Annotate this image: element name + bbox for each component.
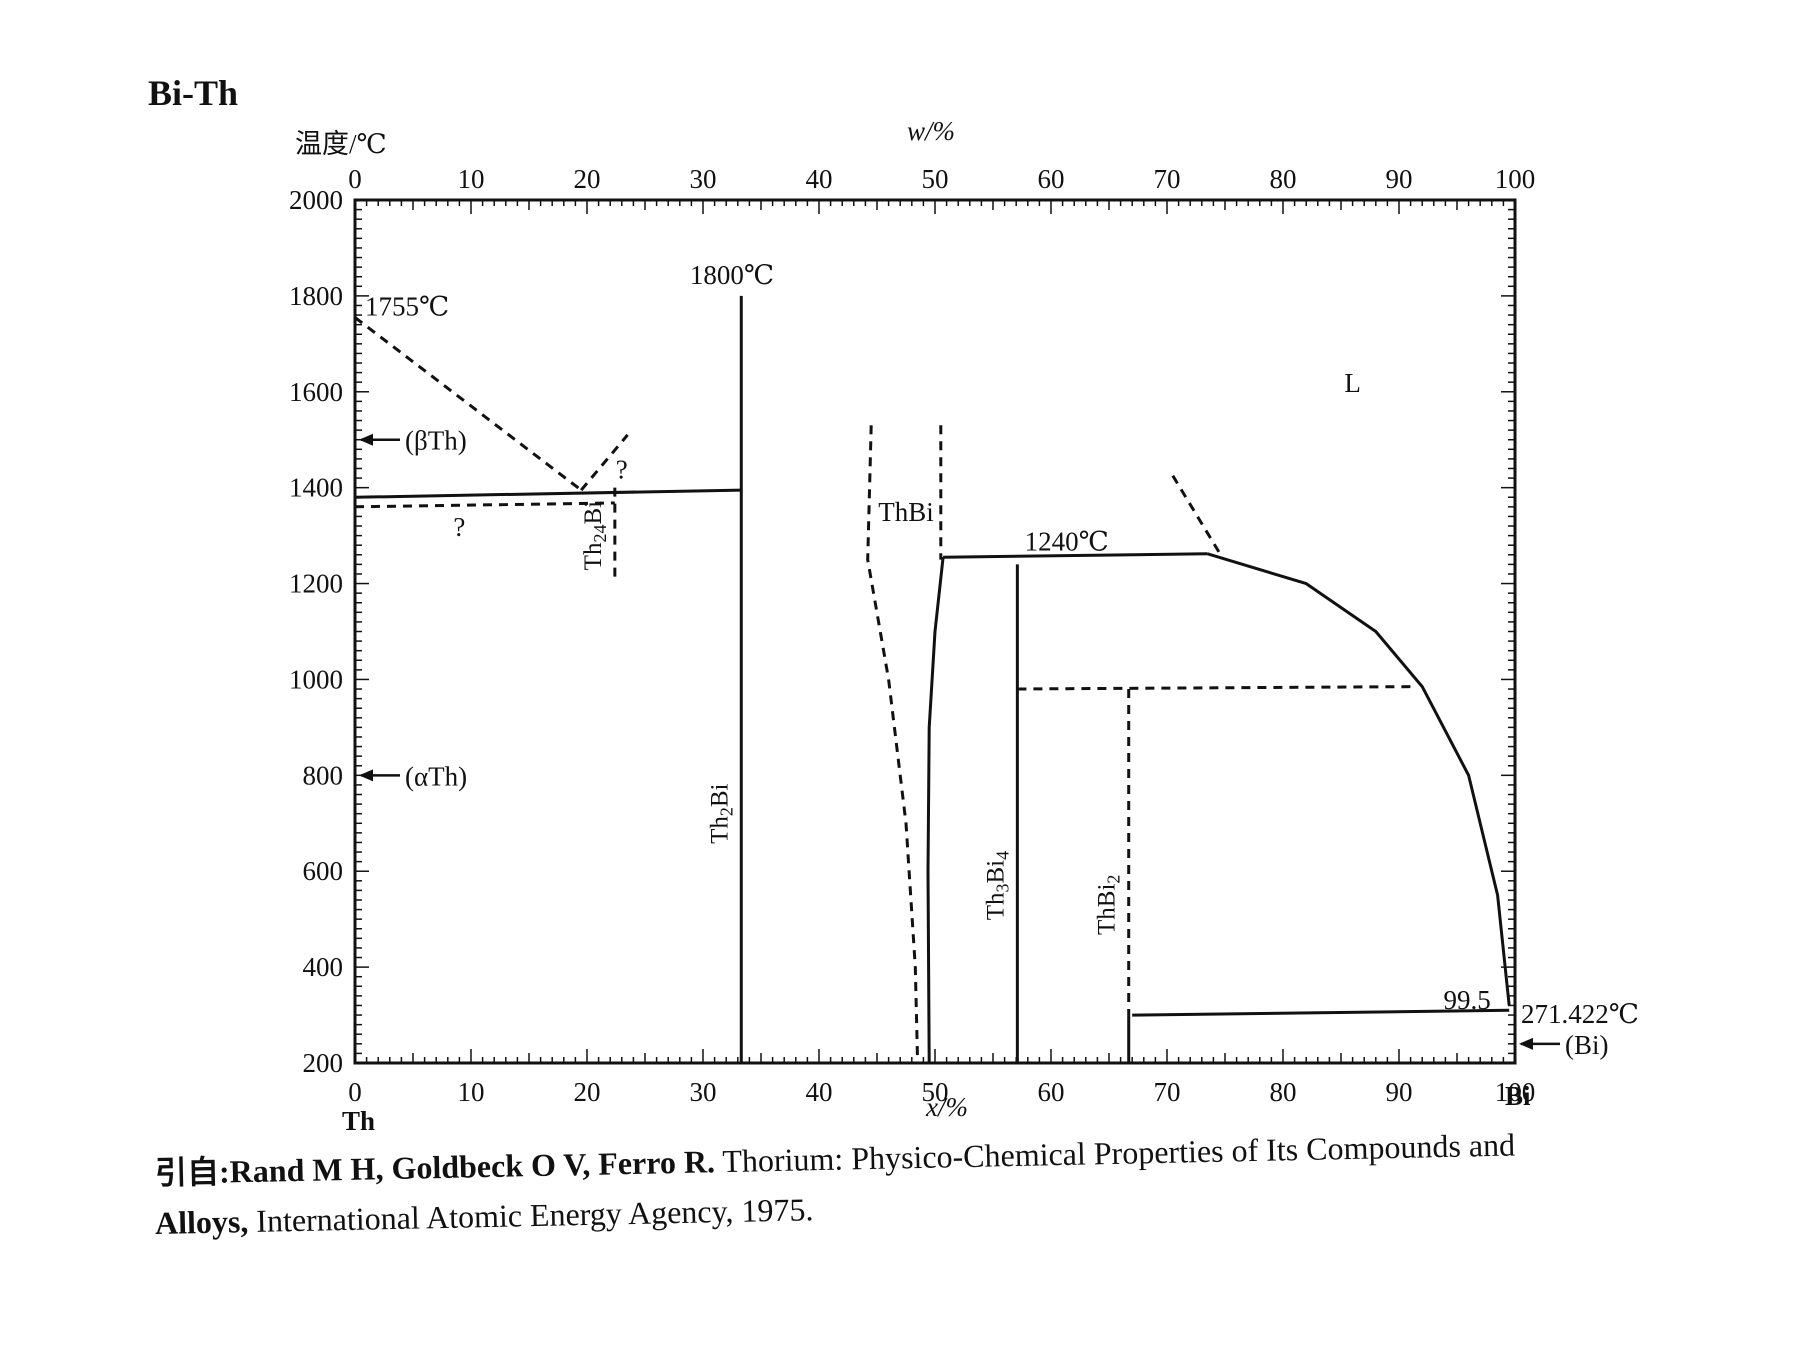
page-title: Bi-Th <box>148 73 239 113</box>
x2-tick-label: 40 <box>806 164 833 194</box>
compound-label-part: Th <box>1094 907 1121 935</box>
compound-label-part: 2 <box>716 807 736 816</box>
x2-tick-label: 90 <box>1386 164 1413 194</box>
x-tick-label: 20 <box>574 1077 601 1107</box>
y-tick-label: 1800 <box>289 281 343 311</box>
compound-label-part: 2 <box>1104 875 1124 884</box>
arrow-head <box>1519 1037 1533 1050</box>
boundary-line <box>580 433 629 492</box>
boundary-line <box>1017 685 1417 691</box>
compound-label: Th2Bi <box>706 783 736 843</box>
top-axis-title: w/% <box>907 116 955 146</box>
boundary-line <box>866 425 920 1064</box>
y-tick-label: 1000 <box>289 664 343 694</box>
arrow-head <box>359 433 373 446</box>
x2-tick-label: 20 <box>574 164 601 194</box>
compound-label-part: Bi <box>1094 884 1121 908</box>
x2-tick-label: 60 <box>1038 164 1065 194</box>
citation-authors: Rand M H, Goldbeck O V, Ferro R. <box>229 1143 716 1190</box>
y-tick-label: 1400 <box>289 473 343 503</box>
annotation: (βTh) <box>405 426 467 456</box>
annotation: ? <box>453 512 465 542</box>
x-tick-label: 0 <box>348 1077 362 1107</box>
x2-tick-label: 80 <box>1270 164 1297 194</box>
citation-bold-2: Alloys, <box>154 1203 249 1241</box>
y-tick-label: 2000 <box>289 185 343 215</box>
bottom-axis-title: x/% <box>925 1092 968 1122</box>
compound-label-part: Bi <box>706 783 733 807</box>
y-tick-label: 1600 <box>289 377 343 407</box>
boundary-line <box>1207 552 1511 1006</box>
compound-label-part: Th <box>580 542 607 570</box>
compound-label-part: Th <box>706 816 733 844</box>
annotation: ? <box>616 454 628 484</box>
annotation: 1800℃ <box>690 260 774 290</box>
x2-tick-label: 70 <box>1154 164 1181 194</box>
compound-label-part: Bi <box>982 860 1009 884</box>
compound-label: Th3Bi4 <box>982 851 1012 920</box>
compound-label-part: Th <box>982 892 1009 920</box>
x2-tick-label: 0 <box>348 164 362 194</box>
compound-label: Th24Bi <box>580 501 610 570</box>
boundary-line <box>943 552 1208 559</box>
y-axis-title: 温度/℃ <box>295 129 387 159</box>
x2-tick-label: 100 <box>1495 164 1536 194</box>
y-tick-label: 200 <box>303 1048 344 1078</box>
annotation: 1755℃ <box>365 291 449 321</box>
x-tick-label: 40 <box>806 1077 833 1107</box>
x2-tick-label: 30 <box>690 164 717 194</box>
boundary-line <box>354 501 615 509</box>
arrow-head <box>359 769 373 782</box>
phase-boundaries <box>354 316 1511 1064</box>
x2-tick-label: 50 <box>922 164 949 194</box>
right-end-label: Bi <box>1505 1081 1531 1111</box>
boundary-line <box>354 316 583 492</box>
x-tick-label: 90 <box>1386 1077 1413 1107</box>
compound-label: ThBi2 <box>1094 875 1124 935</box>
boundary-line <box>926 557 945 1064</box>
boundary-line <box>354 488 742 499</box>
annotation: ThBi <box>878 497 934 527</box>
y-tick-label: 400 <box>303 952 344 982</box>
annotation: 1240℃ <box>1025 526 1109 556</box>
boundary-line <box>1171 474 1221 554</box>
citation-prefix: 引自: <box>154 1153 231 1191</box>
boundary-line <box>1132 1008 1510 1017</box>
compound-label-part: 24 <box>590 525 610 543</box>
left-end-label: Th <box>342 1106 375 1136</box>
y-tick-label: 1200 <box>289 569 343 599</box>
x-tick-label: 60 <box>1038 1077 1065 1107</box>
x-tick-label: 10 <box>458 1077 485 1107</box>
y-tick-label: 800 <box>303 760 344 790</box>
annotation: (Bi) <box>1565 1030 1609 1060</box>
annotation: L <box>1344 368 1361 398</box>
annotation: 271.422℃ <box>1521 999 1639 1029</box>
annotation: (αTh) <box>405 761 467 791</box>
x-tick-label: 30 <box>690 1077 717 1107</box>
annotation: 99.5 <box>1444 985 1491 1015</box>
x-tick-label: 70 <box>1154 1077 1181 1107</box>
compound-label-part: 4 <box>992 851 1012 860</box>
compound-label-part: 3 <box>992 884 1012 893</box>
y-tick-label: 600 <box>303 856 344 886</box>
compound-label-part: Bi <box>580 501 607 525</box>
x2-tick-label: 10 <box>458 164 485 194</box>
x-tick-label: 80 <box>1270 1077 1297 1107</box>
x-tick-label: 50 <box>922 1077 949 1107</box>
x-tick-label: 100 <box>1495 1077 1536 1107</box>
